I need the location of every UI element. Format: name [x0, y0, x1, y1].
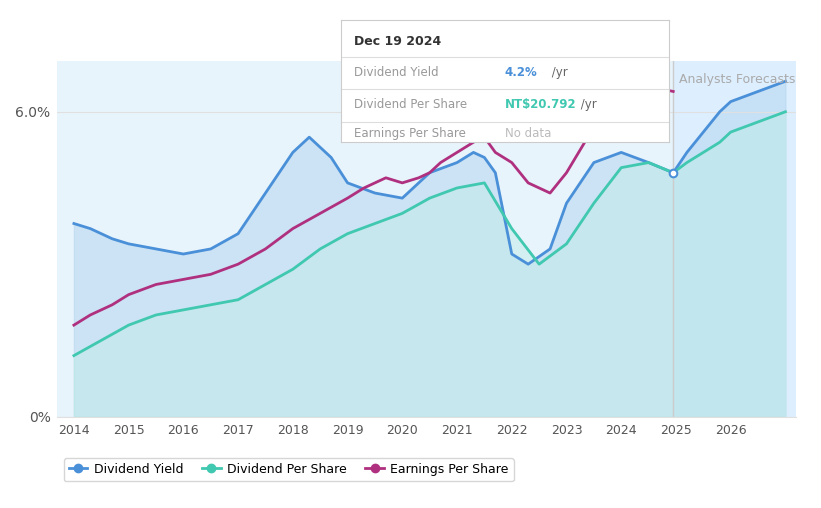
Legend: Dividend Yield, Dividend Per Share, Earnings Per Share: Dividend Yield, Dividend Per Share, Earn… [64, 458, 514, 482]
Text: Past: Past [642, 73, 667, 86]
Text: Dividend Per Share: Dividend Per Share [354, 98, 467, 111]
Text: /yr: /yr [577, 98, 597, 111]
Text: /yr: /yr [548, 66, 567, 79]
Text: No data: No data [505, 127, 551, 140]
Text: Earnings Per Share: Earnings Per Share [354, 127, 466, 140]
Bar [57, 61, 673, 417]
Text: Dividend Yield: Dividend Yield [354, 66, 438, 79]
Text: 4.2%: 4.2% [505, 66, 538, 79]
Bar [673, 61, 796, 417]
Text: NT$20.792: NT$20.792 [505, 98, 576, 111]
Text: Analysts Forecasts: Analysts Forecasts [679, 73, 795, 86]
Text: Dec 19 2024: Dec 19 2024 [354, 35, 441, 48]
